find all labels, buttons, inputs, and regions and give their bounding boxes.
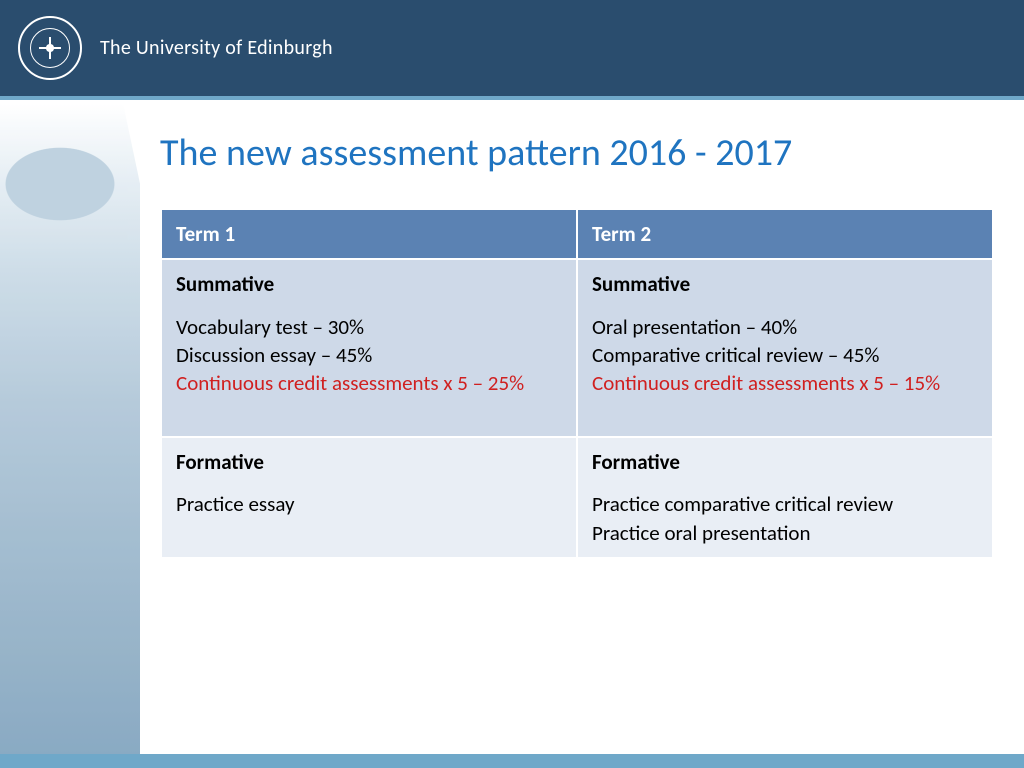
logo-wrap: The University of Edinburgh xyxy=(18,16,333,80)
assessment-table: Term 1 Term 2 Summative Vocabulary test … xyxy=(160,208,994,559)
t1-f-line1: Practice essay xyxy=(176,491,295,517)
t1-line3: Continuous credit assessments x 5 – 25% xyxy=(176,370,524,396)
t2-f-line2: Practice oral presentation xyxy=(592,520,811,546)
university-crest-icon xyxy=(18,16,82,80)
col-header-term1: Term 1 xyxy=(161,209,577,259)
t1-formative-label: Formative xyxy=(176,448,562,476)
t1-summative-label: Summative xyxy=(176,270,562,298)
row-summative: Summative Vocabulary test – 30% Discussi… xyxy=(161,259,993,437)
t2-line2: Comparative critical review – 45% xyxy=(592,342,879,368)
slide-title: The new assessment pattern 2016 - 2017 xyxy=(160,130,994,176)
cell-t1-formative: Formative Practice essay xyxy=(161,437,577,558)
header-band: The University of Edinburgh xyxy=(0,0,1024,100)
slide-content: The new assessment pattern 2016 - 2017 T… xyxy=(160,130,994,559)
cell-t2-formative: Formative Practice comparative critical … xyxy=(577,437,993,558)
cell-t1-summative: Summative Vocabulary test – 30% Discussi… xyxy=(161,259,577,437)
cell-t2-summative: Summative Oral presentation – 40% Compar… xyxy=(577,259,993,437)
t2-summative-label: Summative xyxy=(592,270,978,298)
university-name: The University of Edinburgh xyxy=(100,36,333,60)
t2-f-line1: Practice comparative critical review xyxy=(592,491,893,517)
t1-line2: Discussion essay – 45% xyxy=(176,342,372,368)
row-formative: Formative Practice essay Formative Pract… xyxy=(161,437,993,558)
bottom-accent-band xyxy=(0,754,1024,768)
col-header-term2: Term 2 xyxy=(577,209,993,259)
side-building-illustration xyxy=(0,104,140,768)
t2-line3: Continuous credit assessments x 5 – 15% xyxy=(592,370,940,396)
t1-line1: Vocabulary test – 30% xyxy=(176,314,364,340)
t2-formative-label: Formative xyxy=(592,448,978,476)
t2-line1: Oral presentation – 40% xyxy=(592,314,797,340)
